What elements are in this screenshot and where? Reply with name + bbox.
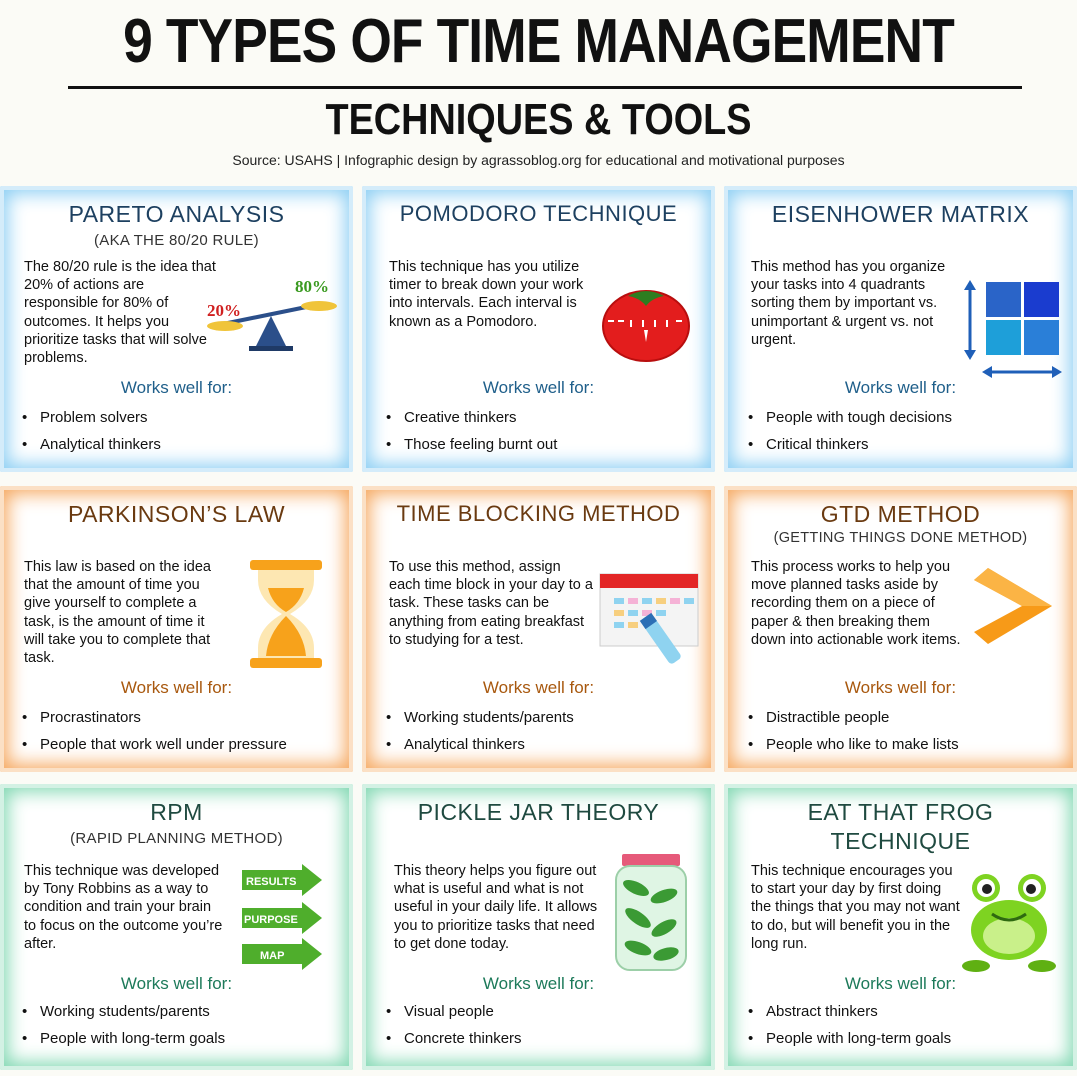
works-well-list: • Creative thinkers • Those feeling burnt …	[386, 404, 557, 458]
card-title: PARETO ANALYSIS	[68, 201, 285, 227]
card-description: To use this method, assign each time blo…	[389, 559, 593, 648]
works-well-list: • Working students/parents • Analytical th…	[386, 704, 574, 758]
header: 9 TYPES OF TIME MANAGEMENT TECHNIQUES & …	[0, 0, 1077, 182]
card-parkinsons-law: PARKINSON’S LAW This law is based on the…	[0, 486, 353, 772]
card-title: RPM	[150, 799, 203, 825]
works-well-label: Works well for:	[482, 378, 595, 397]
card-title: PARKINSON’S LAW	[67, 501, 286, 527]
list-item: • Analytical thinkers	[386, 736, 525, 753]
list-item: • Working students/parents	[386, 709, 574, 726]
list-item: • Concrete thinkers	[386, 1030, 522, 1047]
works-well-label: Works well for:	[120, 974, 233, 993]
works-well-list: • Distractible people • People who like to…	[748, 704, 959, 758]
title-divider	[68, 86, 1022, 89]
list-item: • People who like to make lists	[748, 736, 959, 753]
rpm-purpose-label: PURPOSE	[244, 914, 298, 926]
card-description: This process works to help you move plan…	[751, 559, 961, 648]
works-well-list: • Working students/parents • People with l…	[22, 998, 225, 1052]
frog-icon	[962, 874, 1056, 972]
card-pomodoro-technique: POMODORO TECHNIQUE This technique has yo…	[362, 186, 715, 472]
list-item: • People with long-term goals	[748, 1030, 952, 1047]
works-well-label: Works well for:	[482, 678, 595, 697]
card-description: This method has you organize your tasks …	[751, 259, 946, 348]
works-well-label: Works well for:	[120, 378, 233, 397]
list-item: • Those feeling burnt out	[386, 436, 558, 453]
list-item: • People with tough decisions	[748, 409, 952, 426]
rpm-map-label: MAP	[260, 950, 284, 962]
works-well-label: Works well for:	[844, 974, 957, 993]
card-subtitle: (AKA THE 80/20 RULE)	[94, 232, 259, 249]
works-well-label: Works well for:	[844, 378, 957, 397]
pickle-jar-icon	[615, 854, 687, 971]
calendar-blocks-icon	[599, 573, 699, 664]
card-pickle-jar-theory: PICKLE JAR THEORY This theory helps you …	[362, 784, 715, 1070]
list-item: • Abstract thinkers	[748, 1003, 878, 1020]
card-eat-that-frog-technique: EAT THAT FROG TECHNIQUE This technique e…	[724, 784, 1077, 1070]
works-well-list: • People with tough decisions • Critical t…	[748, 404, 952, 458]
quadrant-matrix-icon	[964, 280, 1062, 378]
works-well-list: • Procrastinators • People that work well …	[22, 704, 287, 758]
card-rpm: RPM (RAPID PLANNING METHOD) This techniq…	[0, 784, 353, 1070]
list-item: • Distractible people	[748, 709, 890, 726]
scale-left-label: 20%	[207, 301, 241, 320]
card-gtd-method: GTD METHOD (GETTING THINGS DONE METHOD) …	[724, 486, 1077, 772]
card-pareto-analysis: PARETO ANALYSIS (AKA THE 80/20 RULE) The…	[0, 186, 353, 472]
list-item: • Analytical thinkers	[22, 436, 161, 453]
arrow-labels-icon: RESULTS PURPOSE MAP	[242, 864, 322, 970]
scale-right-label: 80%	[295, 277, 329, 296]
list-item: • Visual people	[386, 1003, 494, 1020]
card-time-blocking-method: TIME BLOCKING METHOD To use this method,…	[362, 486, 715, 772]
hourglass-icon	[250, 560, 322, 668]
works-well-list: • Problem solvers • Analytical thinkers	[22, 404, 161, 458]
card-title: GTD METHOD	[820, 501, 981, 527]
card-title: POMODORO TECHNIQUE	[399, 201, 678, 226]
list-item: • Procrastinators	[22, 709, 141, 726]
works-well-label: Works well for:	[120, 678, 233, 697]
card-description: This technique encourages you to start y…	[751, 863, 960, 952]
card-description: This technique has you utilize timer to …	[389, 259, 584, 330]
list-item: • Creative thinkers	[386, 409, 517, 426]
works-well-list: • Abstract thinkers • People with long-ter…	[748, 998, 951, 1052]
card-subtitle: (RAPID PLANNING METHOD)	[70, 830, 283, 847]
works-well-list: • Visual people • Concrete thinkers	[386, 998, 522, 1052]
list-item: • Problem solvers	[22, 409, 148, 426]
card-description: This theory helps you figure out what is…	[394, 863, 598, 952]
works-well-label: Works well for:	[844, 678, 957, 697]
chevron-right-icon	[974, 568, 1052, 644]
tomato-timer-icon	[602, 290, 690, 362]
works-well-label: Works well for:	[482, 974, 595, 993]
list-item: • Critical thinkers	[748, 436, 869, 453]
list-item: • People with long-term goals	[22, 1030, 226, 1047]
page-subtitle: TECHNIQUES & TOOLS	[325, 95, 752, 144]
list-item: • People that work well under pressure	[22, 736, 287, 753]
card-title: TIME BLOCKING METHOD	[396, 501, 681, 526]
list-item: • Working students/parents	[22, 1003, 210, 1020]
card-title: PICKLE JAR THEORY	[417, 799, 660, 825]
source-credit: Source: USAHS | Infographic design by ag…	[232, 152, 845, 168]
card-title: EISENHOWER MATRIX	[771, 201, 1030, 227]
page-title: 9 TYPES OF TIME MANAGEMENT	[123, 7, 955, 76]
card-subtitle: (GETTING THINGS DONE METHOD)	[773, 530, 1028, 546]
card-description: The 80/20 rule is the idea that 20% of a…	[24, 259, 216, 367]
card-description: This law is based on the idea that the a…	[24, 559, 211, 667]
balance-scale-icon: 20% 80%	[207, 277, 337, 351]
card-description: This technique was developed by Tony Rob…	[24, 863, 223, 952]
card-eisenhower-matrix: EISENHOWER MATRIX This method has you or…	[724, 186, 1077, 472]
card-title: EAT THAT FROG TECHNIQUE	[807, 799, 994, 854]
rpm-results-label: RESULTS	[246, 876, 297, 888]
